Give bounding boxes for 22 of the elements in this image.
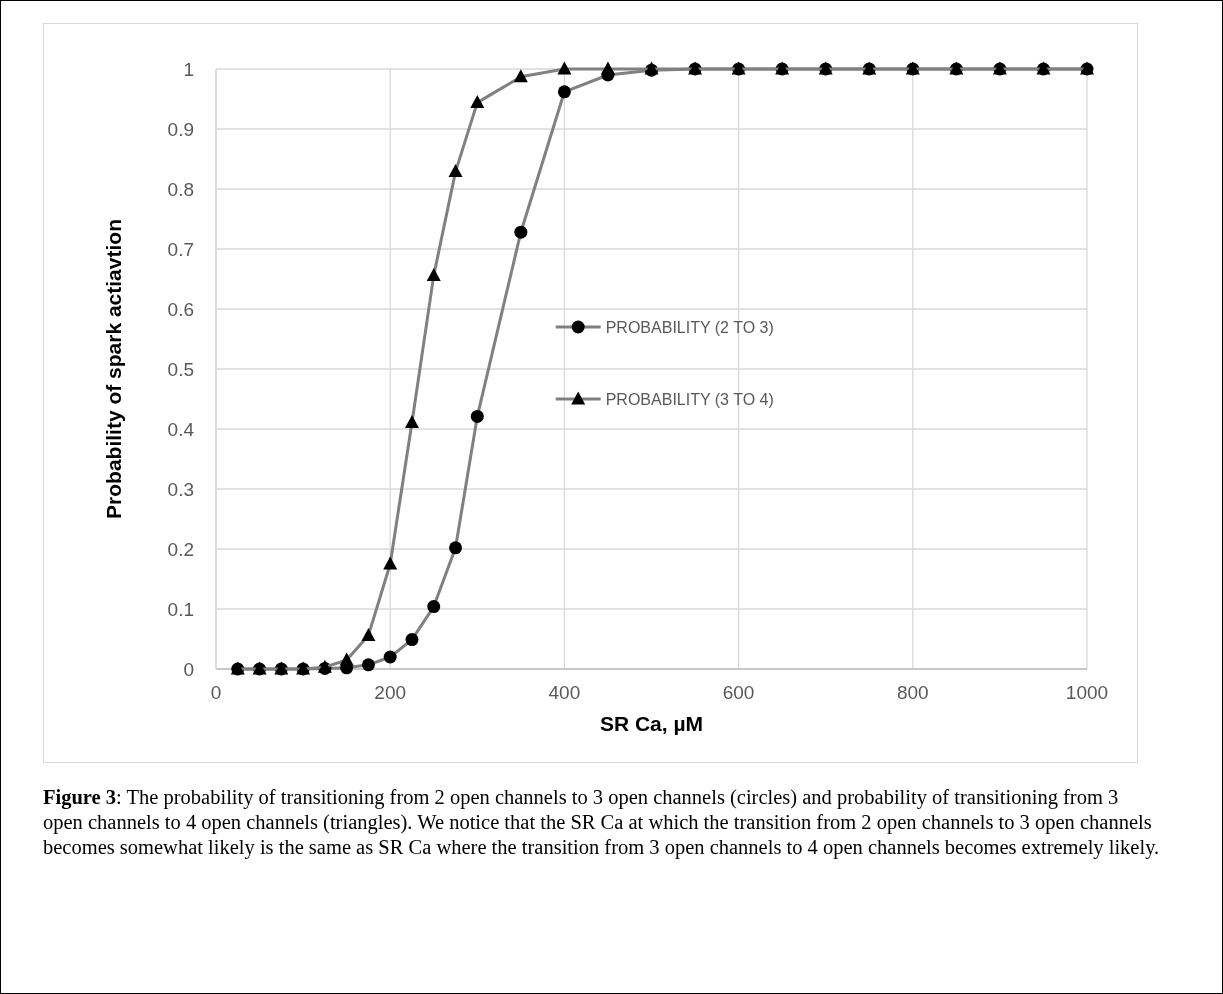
y-tick-label: 1: [183, 58, 194, 80]
x-tick-label: 600: [722, 682, 755, 703]
y-tick-label: 0.9: [167, 118, 194, 140]
x-tick-label: 400: [548, 682, 581, 703]
y-tick-label: 0: [183, 658, 194, 680]
x-tick-label: 1000: [1065, 682, 1109, 703]
x-tick-label: 200: [374, 682, 407, 703]
y-tick-label: 0.1: [167, 598, 194, 620]
x-tick-label: 0: [210, 682, 222, 703]
legend-label: PROBABILITY (3 TO 4): [605, 390, 774, 408]
y-tick-label: 0.8: [167, 178, 194, 200]
y-tick-label: 0.2: [167, 538, 194, 560]
x-tick-label: 800: [896, 682, 929, 703]
legend-label: PROBABILITY (2 TO 3): [605, 318, 774, 336]
y-tick-label: 0.5: [167, 358, 194, 380]
y-tick-label: 0.7: [167, 238, 194, 260]
y-tick-label: 0.6: [167, 298, 194, 320]
y-axis-title: Probability of spark actiavtion: [102, 219, 125, 519]
caption: Figure 3: The probability of transitioning from 2 open channels to 3 open channels (circles) and probability of transitioning from 3 open channels to 4 open channels (triangles). We notice that the SR Ca at which the transition from 2 open channels to 3 open channels becomes somewhat likely is the same as SR Ca where the transition from 3 open channels to 4 open channels becomes extremely likely.: [43, 785, 1161, 860]
y-tick-label: 0.4: [167, 418, 195, 440]
x-axis-title: SR Ca, µM: [599, 712, 704, 735]
y-tick-label: 0.3: [167, 478, 194, 500]
